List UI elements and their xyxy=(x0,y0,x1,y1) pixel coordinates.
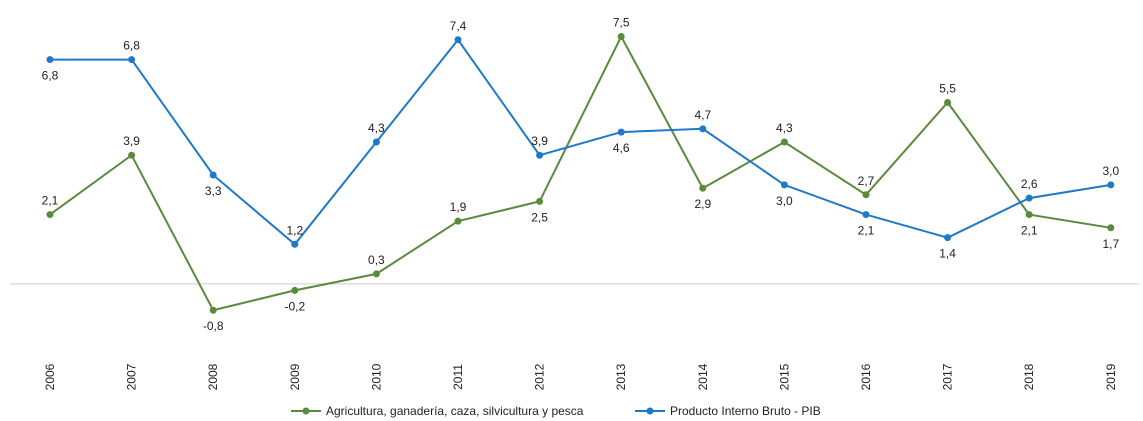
data-label-agriculture-2008: -0,8 xyxy=(203,319,224,333)
data-label-agriculture-2012: 2,5 xyxy=(531,210,548,224)
data-point-gdp-2014 xyxy=(699,125,707,133)
data-point-gdp-2009 xyxy=(291,240,299,248)
x-tick-label-2013: 2013 xyxy=(614,363,628,390)
data-point-agriculture-2011 xyxy=(454,217,462,225)
data-label-agriculture-2011: 1,9 xyxy=(450,200,467,214)
x-tick-label-2014: 2014 xyxy=(696,363,710,390)
data-label-gdp-2006: 6,8 xyxy=(42,69,59,83)
x-tick-label-2007: 2007 xyxy=(125,363,139,390)
series-line-gdp xyxy=(50,38,1111,246)
data-label-gdp-2010: 4,3 xyxy=(368,121,385,135)
data-point-agriculture-2017 xyxy=(944,98,952,106)
data-point-agriculture-2016 xyxy=(862,191,870,199)
data-label-gdp-2012: 3,9 xyxy=(531,134,548,148)
x-tick-label-2019: 2019 xyxy=(1104,363,1118,390)
x-tick-label-2006: 2006 xyxy=(43,363,57,390)
data-label-gdp-2019: 3,0 xyxy=(1102,164,1119,178)
data-label-gdp-2015: 3,0 xyxy=(776,194,793,208)
data-label-gdp-2017: 1,4 xyxy=(939,247,956,261)
data-point-gdp-2015 xyxy=(780,181,788,189)
data-label-agriculture-2015: 4,3 xyxy=(776,121,793,135)
data-point-gdp-2008 xyxy=(209,171,217,179)
data-point-gdp-2017 xyxy=(944,234,952,242)
data-point-agriculture-2010 xyxy=(372,270,380,278)
x-tick-label-2011: 2011 xyxy=(451,364,465,390)
data-point-agriculture-2012 xyxy=(536,197,544,205)
legend-item-gdp: Producto Interno Bruto - PIB xyxy=(635,404,821,418)
legend-label-agriculture: Agricultura, ganadería, caza, silvicultu… xyxy=(326,404,584,418)
data-label-agriculture-2014: 2,9 xyxy=(694,197,711,211)
x-tick-label-2009: 2009 xyxy=(288,363,302,390)
data-label-gdp-2009: 1,2 xyxy=(286,223,303,237)
data-point-gdp-2007 xyxy=(128,56,136,64)
data-label-agriculture-2009: -0,2 xyxy=(284,299,305,313)
x-tick-label-2017: 2017 xyxy=(941,363,955,390)
data-label-agriculture-2017: 5,5 xyxy=(939,81,956,95)
legend-item-agriculture: Agricultura, ganadería, caza, silvicultu… xyxy=(291,404,584,418)
legend-label-gdp: Producto Interno Bruto - PIB xyxy=(670,404,821,418)
data-label-layer: 2,1 3,9 -0,8 -0,2 0,3 1,9 2,5 7,5 2,9 4,3 2,7 5,5 2,… xyxy=(42,15,1120,333)
data-label-gdp-2008: 3,3 xyxy=(205,184,222,198)
data-point-gdp-2019 xyxy=(1107,181,1115,189)
data-label-gdp-2013: 4,6 xyxy=(613,141,630,155)
data-label-agriculture-2016: 2,7 xyxy=(858,174,875,188)
data-point-agriculture-2007 xyxy=(128,151,136,159)
data-point-agriculture-2006 xyxy=(46,211,54,219)
data-label-gdp-2016: 2,1 xyxy=(858,224,875,238)
data-label-agriculture-2006: 2,1 xyxy=(42,194,59,208)
x-tick-label-2008: 2008 xyxy=(206,363,220,390)
legend-marker-gdp xyxy=(646,407,654,415)
data-point-agriculture-2008 xyxy=(209,306,217,314)
data-point-gdp-2013 xyxy=(617,128,625,136)
data-point-agriculture-2015 xyxy=(780,138,788,146)
data-point-agriculture-2019 xyxy=(1107,224,1115,232)
data-label-gdp-2011: 7,4 xyxy=(450,19,467,33)
data-label-agriculture-2019: 1,7 xyxy=(1102,237,1119,251)
data-point-gdp-2016 xyxy=(862,211,870,219)
x-tick-label-2012: 2012 xyxy=(533,363,547,390)
data-label-agriculture-2013: 7,5 xyxy=(613,15,630,29)
legend-marker-agriculture xyxy=(302,407,310,415)
x-tick-label-2016: 2016 xyxy=(859,363,873,390)
data-point-gdp-2006 xyxy=(46,56,54,64)
data-label-gdp-2014: 4,7 xyxy=(694,108,711,122)
data-point-agriculture-2013 xyxy=(617,32,625,40)
data-point-gdp-2011 xyxy=(454,36,462,44)
data-point-agriculture-2014 xyxy=(699,184,707,192)
series-line-agriculture xyxy=(49,34,1111,312)
x-axis-ticks: 2006 2007 2008 2009 2010 2011 2012 2013 2014 2015… xyxy=(43,363,1118,390)
series-layer xyxy=(46,32,1115,314)
x-tick-label-2010: 2010 xyxy=(369,363,383,390)
data-label-agriculture-2010: 0,3 xyxy=(368,253,385,267)
x-tick-label-2015: 2015 xyxy=(777,363,791,390)
data-point-agriculture-2018 xyxy=(1025,211,1033,219)
data-point-gdp-2012 xyxy=(536,151,544,159)
data-point-agriculture-2009 xyxy=(291,286,299,294)
data-point-gdp-2010 xyxy=(372,138,380,146)
x-tick-label-2018: 2018 xyxy=(1022,363,1036,390)
data-point-gdp-2018 xyxy=(1025,194,1033,202)
data-label-agriculture-2007: 3,9 xyxy=(123,134,140,148)
data-label-agriculture-2018: 2,1 xyxy=(1021,224,1038,238)
data-label-gdp-2007: 6,8 xyxy=(123,39,140,53)
data-label-gdp-2018: 2,6 xyxy=(1021,177,1038,191)
legend: Agricultura, ganadería, caza, silvicultu… xyxy=(291,404,821,418)
